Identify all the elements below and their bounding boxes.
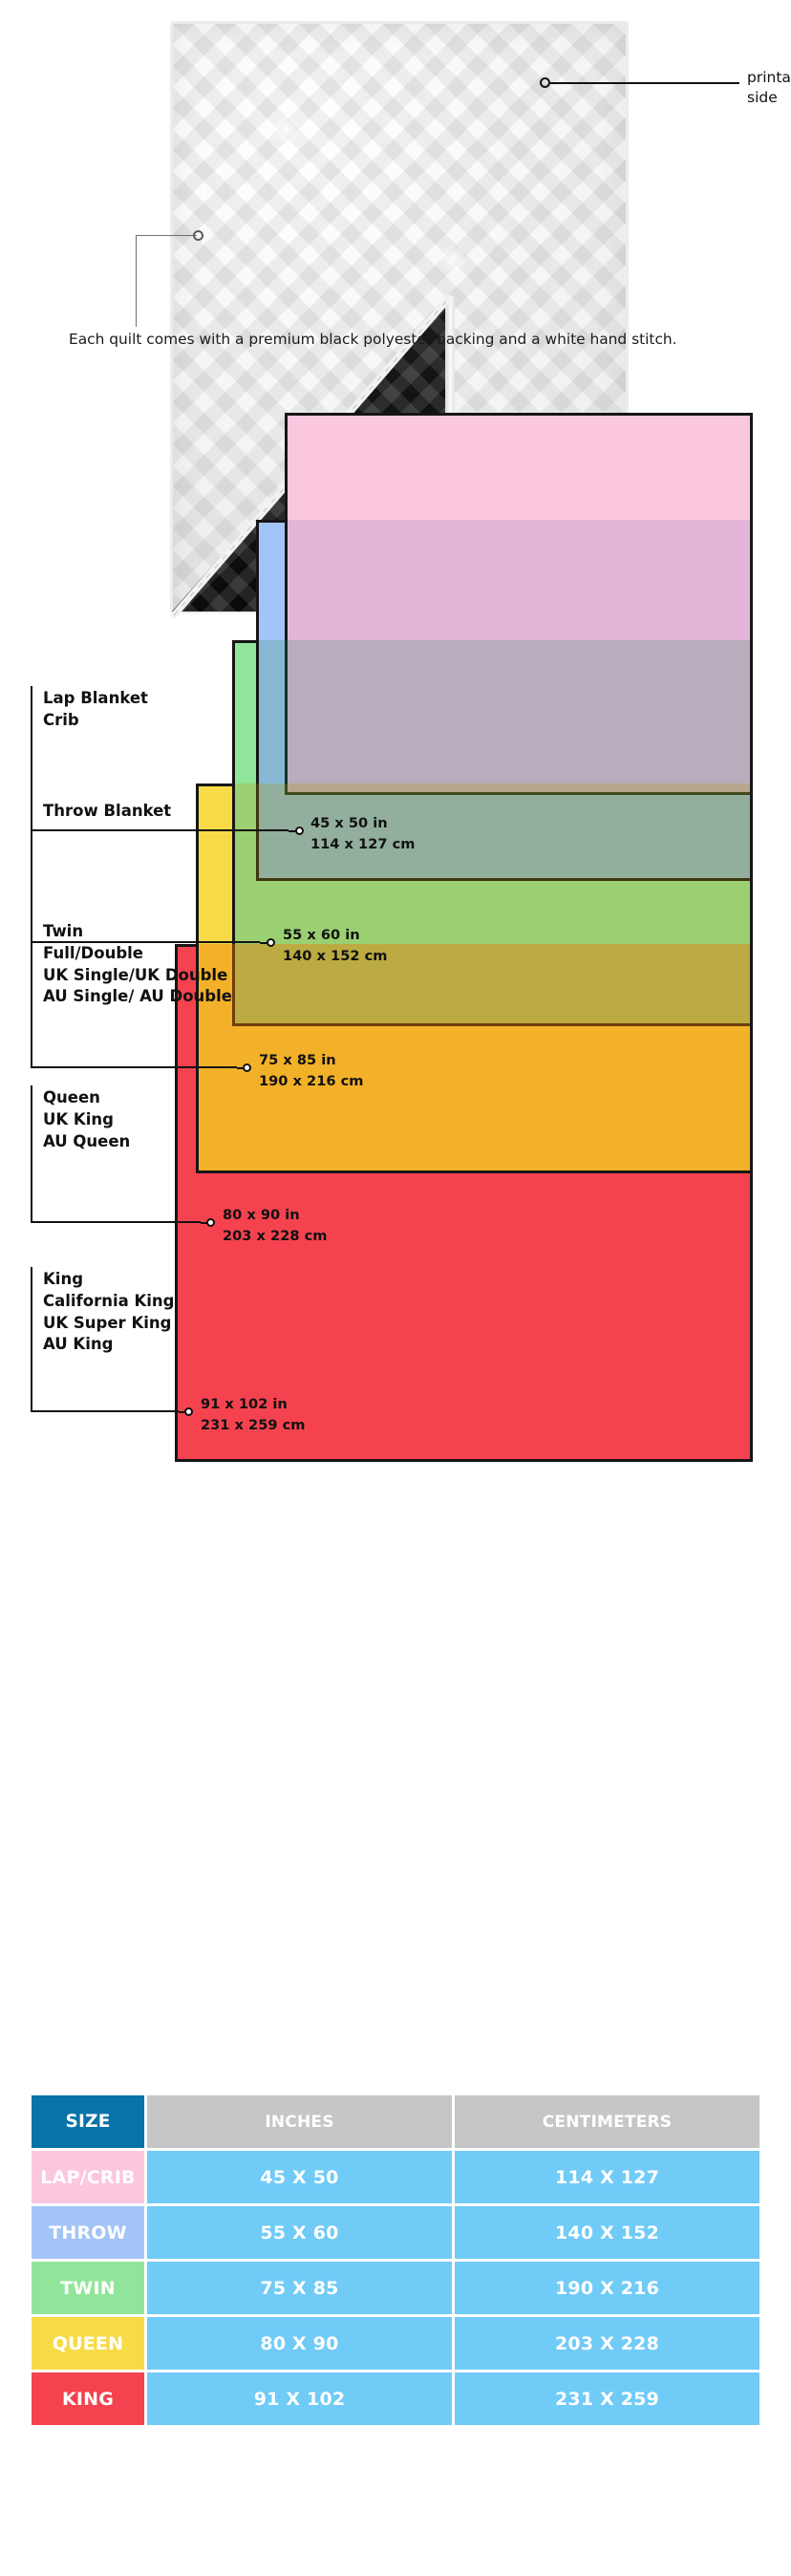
table-cell-cm-king: 231 X 259: [455, 2372, 759, 2425]
leader-king: [179, 1411, 188, 1414]
printable-side-label: printable side: [747, 69, 791, 106]
bracket-lap: [31, 686, 289, 831]
dim-twin-inches: 75 x 85 in: [259, 1052, 336, 1068]
dim-marker-throw-icon: [267, 938, 275, 947]
table-header-row: SIZE INCHES CENTIMETERS: [32, 2095, 759, 2148]
size-label-queen: Queen UK King AU Queen: [43, 1088, 131, 1150]
size-label-lap: Lap Blanket Crib: [43, 689, 148, 729]
table-cell-cm-queen: 203 X 228: [455, 2317, 759, 2370]
dim-queen-inches: 80 x 90 in: [223, 1207, 300, 1223]
bracket-throw: [31, 798, 260, 943]
size-chart-table: SIZE INCHES CENTIMETERS LAP/CRIB 45 X 50…: [29, 2093, 762, 2428]
table-row: QUEEN 80 X 90 203 X 228: [32, 2317, 759, 2370]
table-cell-inches-throw: 55 X 60: [147, 2206, 452, 2259]
table-row: LAP/CRIB 45 X 50 114 X 127: [32, 2151, 759, 2203]
dim-marker-lap-icon: [295, 826, 304, 835]
bracket-king: [31, 1267, 179, 1412]
table-cell-size-lap: LAP/CRIB: [32, 2151, 144, 2203]
bracket-queen: [31, 1085, 201, 1223]
dim-twin-cm: 190 x 216 cm: [259, 1073, 364, 1089]
printable-side-marker-icon: [540, 77, 550, 88]
table-cell-cm-twin: 190 X 216: [455, 2262, 759, 2314]
dim-queen-cm: 203 x 228 cm: [223, 1228, 328, 1244]
dim-throw-inches: 55 x 60 in: [283, 927, 360, 943]
leader-lap: [289, 830, 298, 833]
table-row: TWIN 75 X 85 190 X 216: [32, 2262, 759, 2314]
size-comparison-diagram: Lap Blanket Crib 45 x 50 in 114 x 127 cm…: [0, 413, 791, 2073]
table-cell-size-king: KING: [32, 2372, 144, 2425]
size-label-throw: Throw Blanket: [43, 802, 172, 820]
table-cell-size-queen: QUEEN: [32, 2317, 144, 2370]
size-label-twin: Twin Full/Double UK Single/UK Double AU …: [43, 922, 232, 1006]
backing-leader-line-vertical: [136, 235, 138, 327]
table-cell-inches-twin: 75 X 85: [147, 2262, 452, 2314]
table-cell-inches-lap: 45 X 50: [147, 2151, 452, 2203]
dim-marker-king-icon: [184, 1407, 193, 1416]
table-cell-size-throw: THROW: [32, 2206, 144, 2259]
table-cell-cm-lap: 114 X 127: [455, 2151, 759, 2203]
table-row: KING 91 X 102 231 X 259: [32, 2372, 759, 2425]
table-cell-cm-throw: 140 X 152: [455, 2206, 759, 2259]
dim-king-inches: 91 x 102 in: [201, 1396, 288, 1412]
table-cell-inches-queen: 80 X 90: [147, 2317, 452, 2370]
table-header-size: SIZE: [32, 2095, 144, 2148]
size-rect-lap: [285, 413, 753, 795]
printable-side-leader-line: [550, 82, 739, 84]
quilt-caption: Each quilt comes with a premium black po…: [69, 331, 677, 348]
leader-queen: [201, 1222, 210, 1225]
dim-marker-twin-icon: [243, 1063, 251, 1072]
table-row: THROW 55 X 60 140 X 152: [32, 2206, 759, 2259]
table-header-centimeters: CENTIMETERS: [455, 2095, 759, 2148]
table-cell-size-twin: TWIN: [32, 2262, 144, 2314]
size-label-king: King California King UK Super King AU Ki…: [43, 1270, 175, 1354]
dim-lap-cm: 114 x 127 cm: [310, 836, 416, 852]
leader-throw: [260, 942, 269, 945]
table-header-inches: INCHES: [147, 2095, 452, 2148]
leader-twin: [237, 1067, 246, 1070]
table-cell-inches-king: 91 X 102: [147, 2372, 452, 2425]
backing-leader-line-horizontal: [136, 235, 197, 237]
bracket-twin: [31, 919, 237, 1068]
dim-lap-inches: 45 x 50 in: [310, 815, 388, 831]
dim-marker-queen-icon: [206, 1218, 215, 1227]
backing-marker-icon: [193, 230, 203, 241]
dim-throw-cm: 140 x 152 cm: [283, 948, 388, 964]
dim-king-cm: 231 x 259 cm: [201, 1417, 306, 1433]
